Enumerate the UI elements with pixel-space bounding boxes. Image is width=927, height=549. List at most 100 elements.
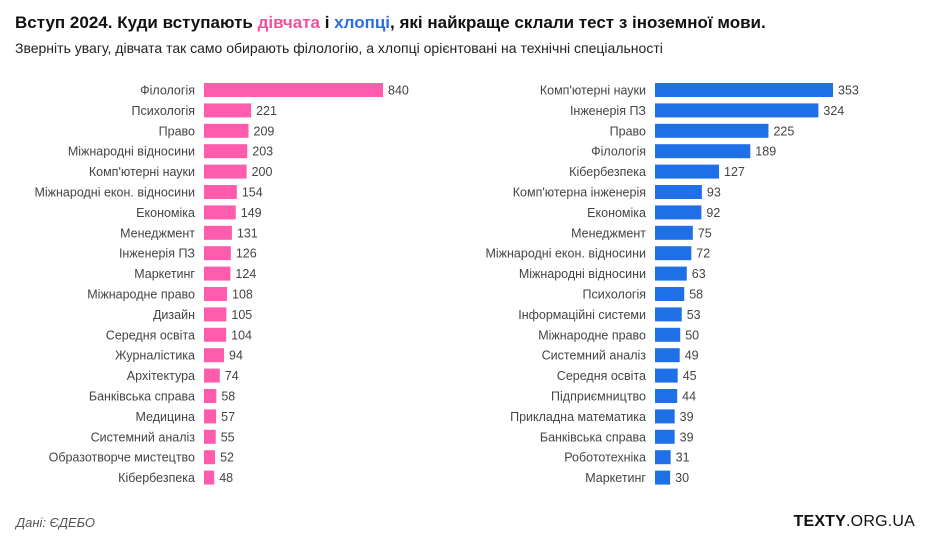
boys-bar [655,450,671,465]
boys-bar [655,307,682,322]
girls-category-label: Медицина [135,410,195,424]
girls-category-label: Комп'ютерні науки [89,165,195,179]
girls-value-label: 200 [252,165,273,179]
girls-category-label: Психологія [132,104,196,118]
boys-bar [655,103,819,118]
girls-category-label: Дизайн [153,308,195,322]
title-part3: , які найкраще склали тест з іноземної м… [390,13,766,32]
boys-value-label: 45 [683,369,697,383]
boys-category-label: Робототехніка [564,451,646,465]
girls-bar [204,83,383,97]
girls-value-label: 94 [229,349,243,363]
girls-value-label: 209 [254,124,275,138]
girls-bar [204,348,225,363]
boys-bar [655,185,702,199]
girls-bar [204,470,215,485]
boys-bar [655,123,769,138]
girls-value-label: 74 [225,369,239,383]
boys-bar [655,266,687,281]
boys-category-label: Середня освіта [557,369,646,383]
boys-value-label: 39 [680,430,694,444]
data-source: Дані: ЄДЕБО [16,515,95,530]
boys-bar [655,327,681,342]
boys-category-label: Прикладна математика [510,410,646,424]
girls-value-label: 52 [220,451,234,465]
boys-category-label: Менеджмент [571,226,646,240]
girls-bar [204,287,228,301]
boys-category-label: Кібербезпека [569,165,646,179]
girls-category-label: Банківська справа [89,390,195,404]
boys-category-label: Економіка [587,206,646,220]
boys-bar [655,348,680,363]
texty-logo[interactable]: TEXTY.ORG.UA [793,513,915,531]
girls-category-label: Економіка [136,206,195,220]
boys-bar [655,389,678,403]
boys-bar [655,225,693,240]
boys-category-label: Системний аналіз [542,349,647,363]
boys-category-label: Банківська справа [540,430,646,444]
boys-value-label: 92 [706,206,720,220]
girls-bar [204,246,231,261]
boys-bar [655,409,675,424]
boys-value-label: 31 [676,451,690,465]
boys-value-label: 63 [692,267,706,281]
girls-bar [204,368,220,383]
girls-bar [204,389,217,403]
girls-bar [204,327,227,342]
girls-bar [204,225,232,240]
girls-bar [204,409,217,424]
girls-category-label: Міжнародні відносини [68,145,195,159]
boys-bar [655,287,685,301]
boys-bar [655,429,675,444]
boys-category-label: Міжнародні відносини [519,267,646,281]
logo-bold: TEXTY [793,513,847,530]
girls-category-label: Філологія [140,84,195,98]
girls-value-label: 154 [242,186,263,200]
boys-bar [655,246,692,261]
girls-category-label: Образотворче мистецтво [49,451,195,465]
boys-category-label: Філологія [591,145,646,159]
boys-value-label: 53 [687,308,701,322]
boys-value-label: 72 [696,247,710,261]
chart-subtitle: Зверніть увагу, дівчата так само обирают… [15,40,663,56]
girls-value-label: 105 [231,308,252,322]
boys-bar [655,83,833,97]
girls-category-label: Міжнародне право [87,288,195,302]
girls-value-label: 55 [221,430,235,444]
boys-category-label: Право [610,124,646,138]
boys-category-label: Комп'ютерна інженерія [513,186,646,200]
girls-category-label: Міжнародні екон. відносини [34,186,195,200]
chart-title: Вступ 2024. Куди вступають дівчата і хло… [15,13,766,33]
girls-category-label: Інженерія ПЗ [119,247,195,261]
boys-bar [655,164,720,179]
boys-value-label: 189 [755,145,776,159]
girls-value-label: 48 [219,471,233,485]
boys-category-label: Підприємництво [551,390,646,404]
boys-value-label: 49 [685,349,699,363]
boys-bar [655,368,678,383]
boys-bar [655,205,702,220]
logo-rest: .ORG.UA [846,513,915,530]
boys-value-label: 39 [680,410,694,424]
boys-category-label: Психологія [583,288,647,302]
boys-value-label: 30 [675,471,689,485]
boys-category-label: Міжнародні екон. відносини [485,247,646,261]
boys-value-label: 225 [773,124,794,138]
boys-value-label: 75 [698,226,712,240]
boys-value-label: 50 [685,328,699,342]
girls-bar [204,307,227,322]
girls-category-label: Середня освіта [106,328,195,342]
boys-value-label: 58 [689,288,703,302]
girls-value-label: 126 [236,247,257,261]
girls-bar [204,123,249,138]
girls-bar-chart: Філологія 840 Психологія 221 Право 209 Міжнаро… [34,83,409,485]
girls-bar [204,450,216,465]
title-part2: і [320,13,335,32]
boys-value-label: 324 [823,104,844,118]
girls-category-label: Системний аналіз [91,430,196,444]
girls-bar [204,103,252,118]
girls-category-label: Архітектура [127,369,195,383]
boys-value-label: 93 [707,186,721,200]
girls-value-label: 124 [235,267,256,281]
